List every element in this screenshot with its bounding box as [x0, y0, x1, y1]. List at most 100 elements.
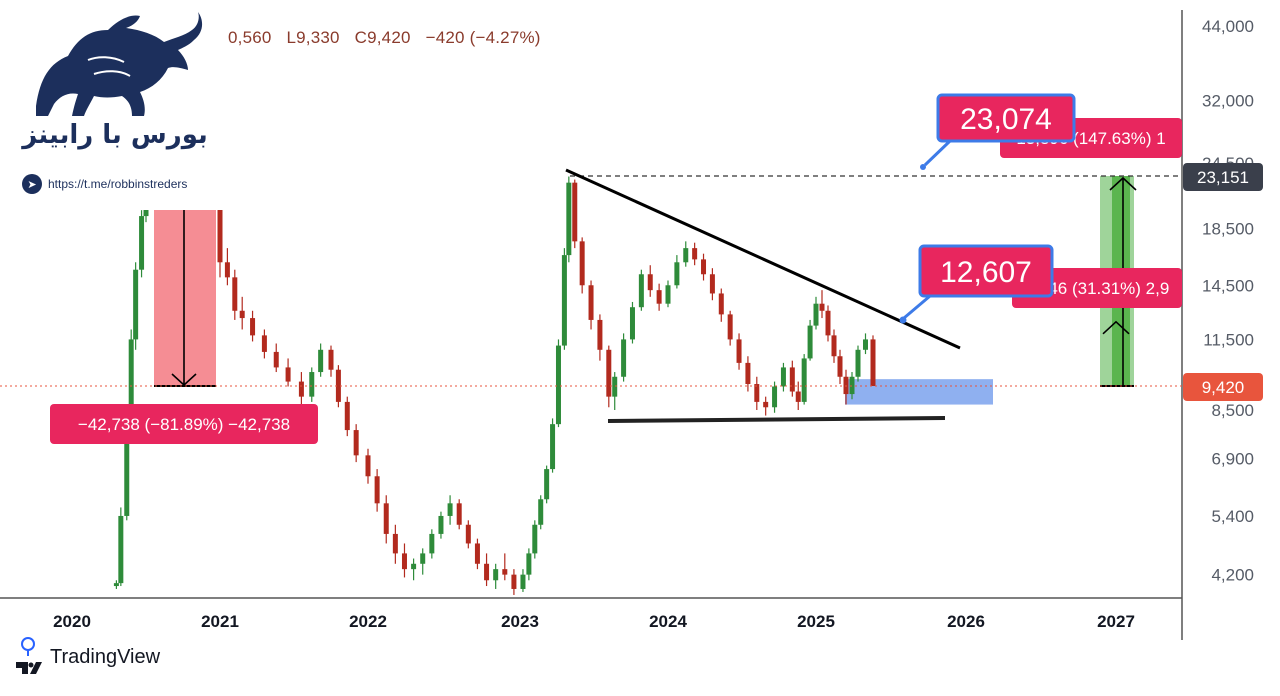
- y-axis-labels: 44,00032,00024,50018,50014,50011,5008,50…: [1202, 17, 1254, 585]
- candle-body: [502, 569, 508, 575]
- candle-body: [133, 269, 139, 340]
- candle-body: [780, 367, 786, 387]
- candle-body: [544, 469, 550, 500]
- candle: [780, 362, 786, 392]
- candle: [638, 269, 644, 311]
- candle: [250, 310, 256, 342]
- candle-body: [597, 319, 603, 350]
- candle: [612, 372, 618, 411]
- candle-body: [795, 391, 801, 402]
- candle-body: [526, 553, 532, 575]
- candle-body: [474, 543, 480, 564]
- target-price-label-text: 23,151: [1197, 168, 1249, 187]
- telegram-link[interactable]: https://t.me/robbinstreders: [48, 177, 188, 191]
- last-price-label-box: [1183, 373, 1263, 401]
- candle-body: [745, 362, 751, 385]
- candle: [819, 290, 825, 319]
- midtarget-arrowhead: [1102, 320, 1130, 335]
- top-badge-dot: [920, 164, 926, 170]
- candle: [718, 288, 724, 322]
- candle-body: [579, 241, 585, 286]
- candle: [273, 343, 279, 373]
- candle-body: [674, 262, 680, 286]
- candle: [579, 237, 585, 294]
- candle-body: [511, 574, 517, 589]
- candle: [789, 360, 795, 397]
- candle-body: [656, 290, 662, 304]
- candle: [763, 396, 769, 416]
- candle-body: [365, 455, 371, 477]
- candle: [118, 507, 124, 587]
- candle: [837, 349, 843, 385]
- candle: [597, 314, 603, 361]
- top-target-badge: 23,074: [936, 93, 1076, 143]
- candle-body: [429, 533, 435, 554]
- candle: [532, 520, 538, 559]
- tradingview-branding[interactable]: TradingView: [14, 636, 160, 678]
- candle-body: [621, 339, 627, 377]
- candle: [520, 569, 526, 592]
- candle: [113, 580, 119, 589]
- candle-body: [401, 553, 407, 570]
- candle: [692, 242, 698, 266]
- candle: [392, 524, 398, 564]
- candle-body: [855, 349, 861, 377]
- mid-measure-label-text: 2,946 (31.31%) 2,9: [1025, 279, 1170, 298]
- candle: [647, 265, 653, 297]
- candle: [456, 499, 462, 530]
- candle: [736, 333, 742, 370]
- ohlc-low: L9,330: [286, 28, 340, 47]
- mid-target-badge-text: 12,607: [940, 256, 1032, 289]
- candle: [511, 569, 517, 595]
- candle-body: [374, 476, 380, 504]
- tradingview-logo-icon: [16, 637, 42, 674]
- candle: [807, 319, 813, 361]
- candle: [754, 376, 760, 411]
- candle: [318, 343, 324, 377]
- candle: [801, 354, 807, 405]
- candle-body: [566, 182, 572, 256]
- top-target-badge-box: [936, 93, 1076, 143]
- tradingview-text: TradingView: [50, 645, 161, 668]
- candle-body: [309, 372, 315, 397]
- candle-body: [261, 335, 267, 352]
- candle-body: [561, 255, 567, 346]
- support-zone: [845, 379, 993, 405]
- candle: [538, 495, 544, 530]
- candle-body: [665, 285, 671, 304]
- candle: [727, 310, 733, 346]
- y-tick-label: 14,500: [1202, 276, 1254, 295]
- candle-body: [572, 182, 578, 242]
- telegram-icon: ➤: [22, 174, 42, 194]
- candle-body: [335, 369, 341, 402]
- candle-body: [285, 367, 291, 382]
- candle: [224, 248, 230, 286]
- candle: [474, 538, 480, 570]
- candle-body: [831, 335, 837, 357]
- candle: [629, 301, 635, 344]
- bull-icon: [36, 12, 203, 116]
- candle-body: [139, 216, 145, 270]
- x-tick-label: 2026: [947, 612, 985, 631]
- x-tick-label: 2022: [349, 612, 387, 631]
- candle: [683, 241, 689, 267]
- drawdown-measure-label-text: −42,738 (−81.89%) −42,738: [78, 415, 290, 434]
- candle: [855, 345, 861, 382]
- candle-body: [849, 376, 855, 395]
- candle: [374, 469, 380, 512]
- candle: [674, 255, 680, 289]
- candle: [813, 296, 819, 330]
- candle: [544, 465, 550, 504]
- candle-body: [392, 533, 398, 554]
- y-tick-label: 6,900: [1211, 450, 1254, 469]
- last-price-label-text: 9,420: [1202, 378, 1245, 397]
- candle: [745, 356, 751, 392]
- candle: [606, 345, 612, 408]
- candle-body: [683, 248, 689, 263]
- candle: [588, 280, 594, 330]
- candle-body: [250, 318, 256, 336]
- candle: [831, 329, 837, 363]
- candle: [261, 329, 267, 359]
- support-trendline: [607, 416, 946, 423]
